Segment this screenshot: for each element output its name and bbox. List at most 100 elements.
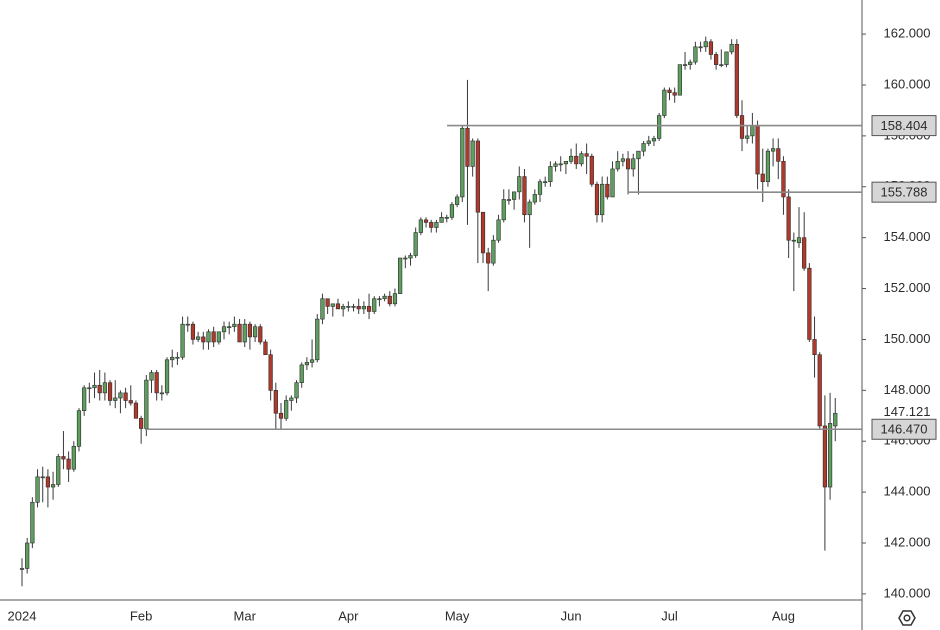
candle-body: [496, 219, 501, 241]
candle-body: [237, 323, 242, 343]
candle-body: [335, 303, 341, 310]
settings-icon-center[interactable]: [903, 614, 911, 622]
y-tick-label: 154.000: [884, 229, 931, 244]
candle-body: [175, 356, 180, 359]
x-tick-label: Jun: [561, 608, 582, 623]
candle-body: [92, 384, 97, 389]
candle-body: [221, 326, 227, 333]
candle-body: [817, 354, 822, 427]
candle-body: [71, 446, 76, 470]
candle-body: [631, 158, 636, 170]
last-price-label: 147.121: [884, 404, 931, 419]
candle-body: [294, 382, 299, 399]
candle-body: [123, 392, 128, 401]
candle-body: [698, 46, 703, 49]
x-tick-label: Aug: [772, 608, 795, 623]
candle-body: [154, 372, 159, 394]
settings-icon[interactable]: [898, 610, 916, 626]
candle-body: [113, 397, 118, 401]
candle-body: [641, 143, 646, 152]
candle-body: [543, 181, 548, 183]
candle-body: [377, 298, 382, 301]
candle-body: [558, 163, 563, 166]
candle-body: [470, 140, 475, 167]
candle-body: [309, 359, 315, 363]
candle-body: [387, 295, 392, 305]
candle-body: [351, 306, 356, 308]
candle-body: [118, 392, 123, 399]
candle-body: [574, 155, 579, 165]
candle-body: [589, 155, 594, 185]
candle-body: [714, 54, 719, 65]
x-tick-label: May: [445, 608, 470, 623]
candle-body: [211, 331, 216, 343]
candle-body: [755, 125, 760, 175]
candle-body: [232, 323, 237, 328]
candle-body: [170, 356, 175, 361]
candle-body: [403, 257, 408, 260]
candle-body: [164, 359, 170, 394]
candle-body: [719, 64, 724, 66]
candle-body: [827, 423, 833, 488]
candle-body: [662, 89, 667, 116]
settings-button[interactable]: [898, 610, 916, 626]
candle-body: [786, 196, 791, 241]
candle-body: [625, 158, 631, 170]
y-tick-label: 148.000: [884, 382, 931, 397]
candle-body: [615, 161, 620, 170]
candle-body: [144, 379, 149, 429]
candle-body: [501, 199, 506, 221]
y-tick-label: 152.000: [884, 280, 931, 295]
candle-body: [667, 89, 672, 93]
candle-body: [776, 148, 781, 162]
candle-body: [682, 64, 688, 66]
candle-body: [35, 476, 40, 503]
candle-body: [398, 257, 403, 294]
candle-body: [382, 295, 387, 300]
price-label-box: [871, 115, 937, 137]
candle-body: [579, 153, 584, 165]
candle-body: [30, 501, 35, 544]
candle-body: [636, 150, 641, 160]
candle-body: [304, 362, 310, 366]
candle-body: [325, 298, 330, 307]
candle-body: [201, 336, 206, 343]
candle-body: [45, 476, 50, 488]
candle-body: [330, 303, 335, 307]
candle-body: [486, 252, 491, 264]
candle-body: [56, 456, 61, 485]
candle-body: [180, 323, 185, 358]
candle-body: [760, 173, 765, 182]
candle-body: [76, 410, 82, 447]
candle-body: [247, 323, 253, 338]
candle-body: [263, 341, 268, 356]
candle-body: [605, 183, 610, 198]
candle-body: [781, 161, 786, 198]
candle-body: [745, 135, 750, 139]
candle-body: [734, 43, 739, 116]
candle-body: [97, 384, 102, 394]
candle-body: [600, 183, 605, 216]
candle-body: [102, 382, 107, 394]
candle-body: [253, 326, 258, 338]
candle-body: [190, 323, 196, 340]
candle-body: [107, 382, 113, 401]
candle-body: [25, 542, 30, 569]
candle-body: [133, 402, 139, 419]
candle-body: [475, 140, 480, 213]
candle-body: [50, 484, 56, 488]
y-tick-label: 150.000: [884, 331, 931, 346]
candle-body: [139, 418, 144, 429]
candle-body: [278, 412, 284, 419]
candle-body: [610, 168, 615, 198]
candle-body: [796, 237, 802, 244]
candle-body: [724, 51, 729, 65]
candle-body: [66, 458, 71, 470]
price-label-box: [871, 181, 937, 203]
candle-body: [688, 61, 693, 65]
candle-body: [128, 400, 133, 404]
candle-body: [651, 138, 657, 142]
candle-body: [392, 293, 398, 305]
candle-body: [413, 232, 418, 256]
candle-body: [216, 331, 221, 343]
